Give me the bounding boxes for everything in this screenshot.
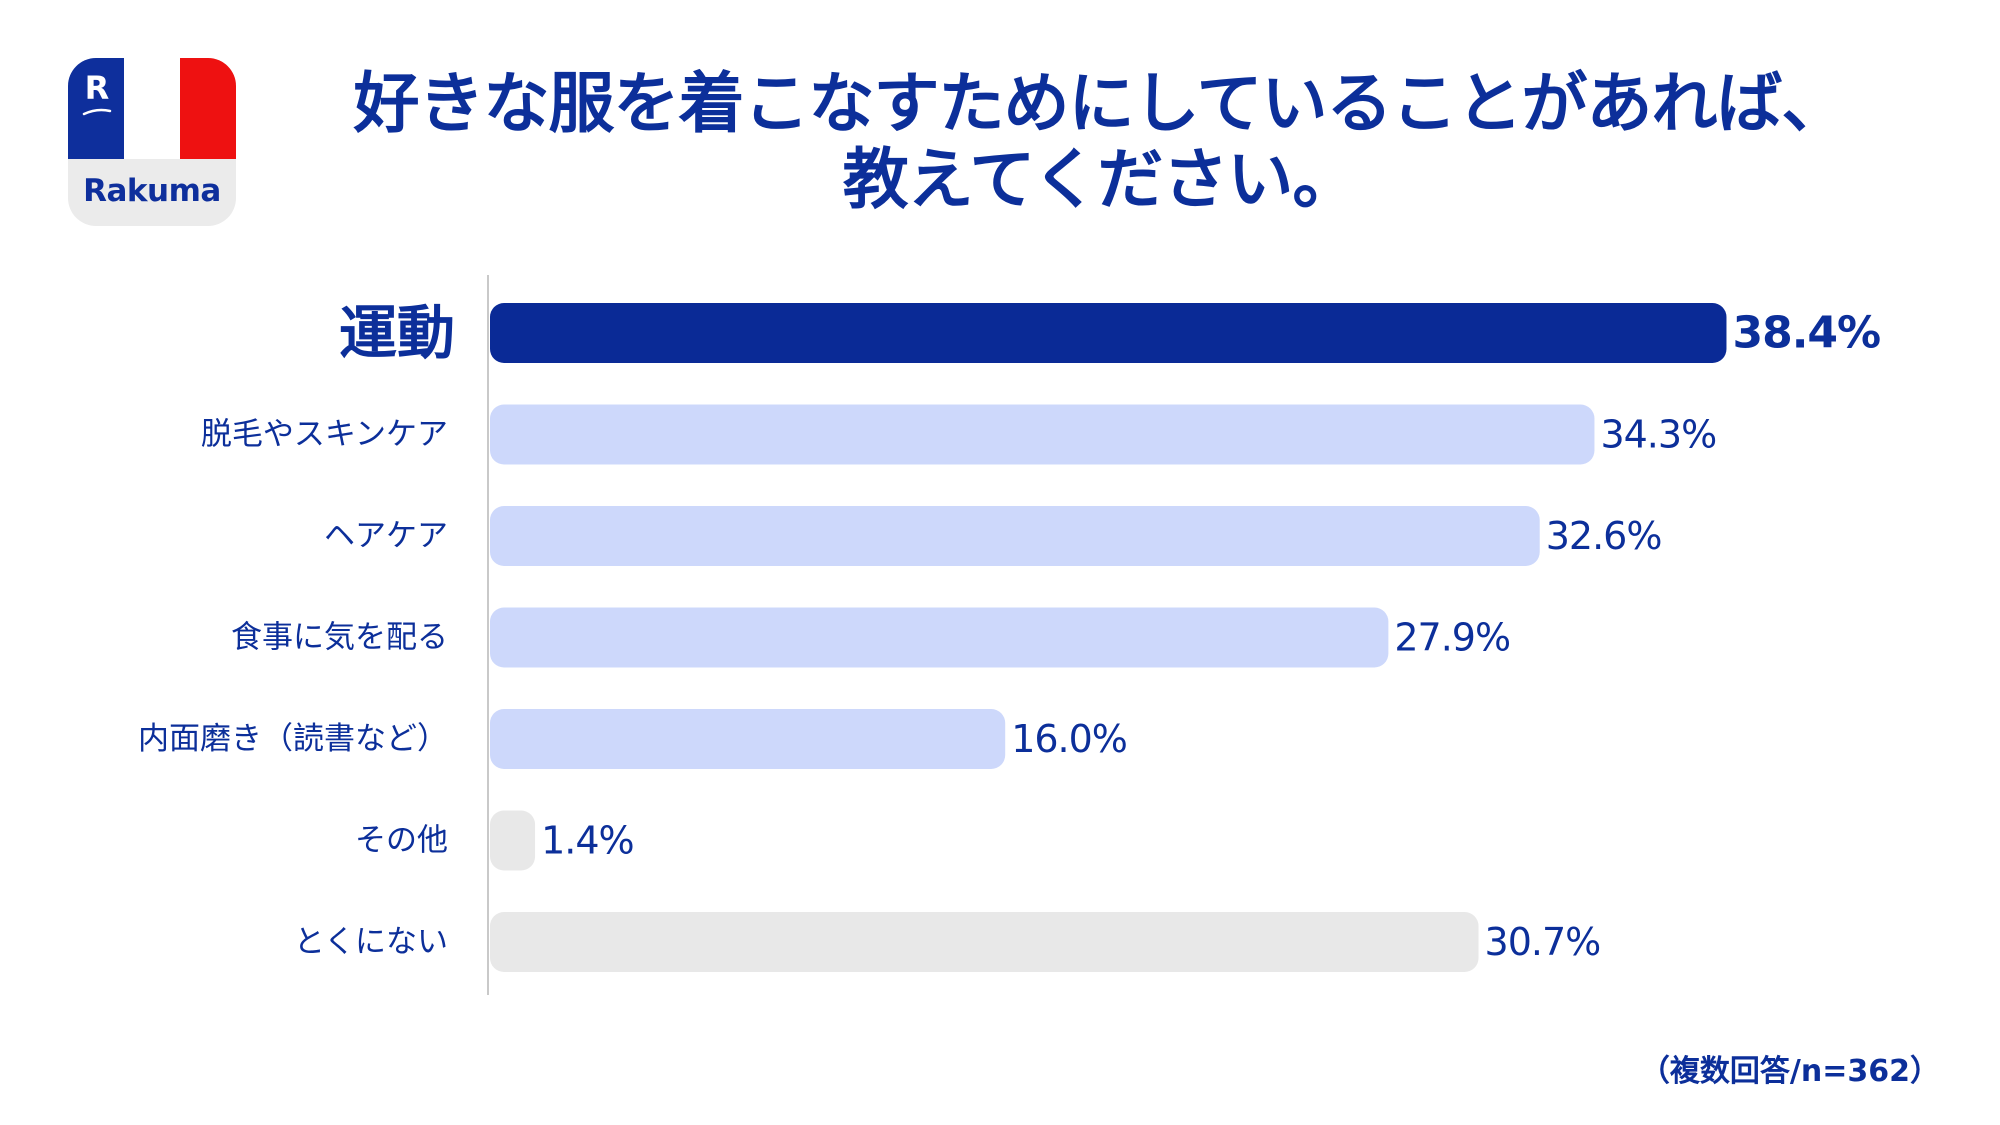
flag-red-stripe (180, 58, 236, 159)
chart-title: 好きな服を着こなすためにしていることがあれば、 教えてください。 (300, 66, 1900, 218)
logo-swoosh-icon (82, 108, 112, 116)
value-label: 38.4% (1732, 308, 1880, 359)
chart-title-line-2: 教えてください。 (842, 141, 1359, 218)
bar (490, 912, 1479, 972)
logo-wordmark: Rakuma (83, 173, 221, 209)
rakuma-logo: R Rakuma (68, 58, 236, 226)
category-label: 内面磨き（読書など） (138, 721, 448, 757)
bar (490, 607, 1389, 668)
category-label: ヘアケア (324, 518, 448, 554)
value-label: 32.6% (1546, 514, 1662, 558)
bar (490, 404, 1595, 465)
bar (490, 810, 536, 871)
category-label: その他 (355, 823, 448, 859)
bar (490, 303, 1727, 363)
category-label: とくにない (294, 924, 448, 960)
bar (490, 709, 1006, 769)
value-label: 34.3% (1600, 413, 1716, 457)
flag-blue-stripe (68, 58, 124, 159)
value-label: 30.7% (1485, 920, 1601, 964)
sample-note: （複数回答/n=362） (1639, 1054, 1940, 1089)
flag-white-stripe (124, 58, 180, 159)
logo-r-mark: R (84, 69, 110, 107)
value-label: 27.9% (1394, 616, 1510, 660)
bar (490, 506, 1540, 566)
category-label: 脱毛やスキンケア (201, 417, 448, 453)
category-label: 運動 (339, 299, 455, 367)
value-label: 16.0% (1011, 717, 1127, 761)
category-label: 食事に気を配る (231, 620, 448, 656)
chart-title-line-1: 好きな服を着こなすためにしていることがあれば、 (353, 65, 1847, 142)
value-label: 1.4% (541, 819, 634, 863)
